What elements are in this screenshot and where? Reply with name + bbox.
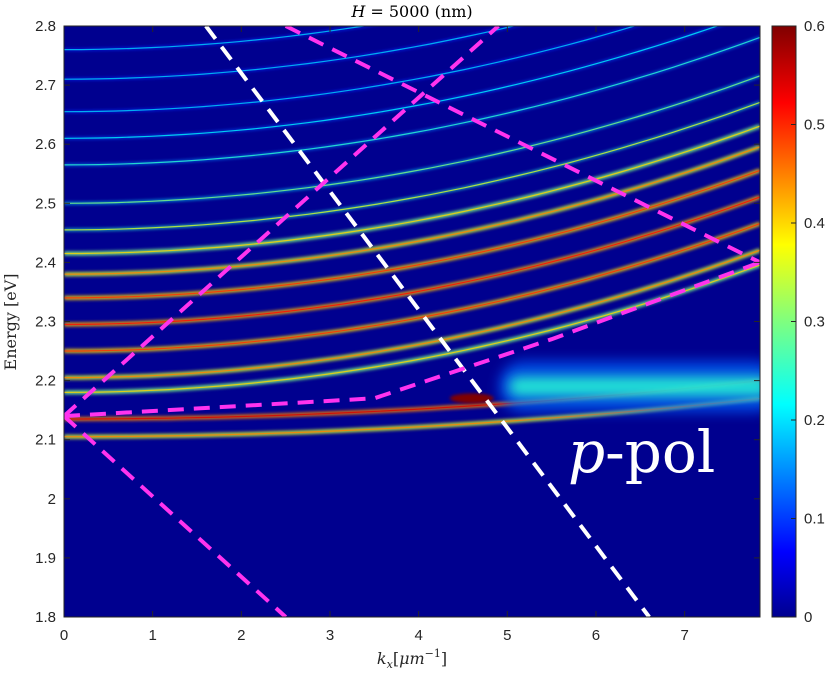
colorbar-tick-label: 0.3	[804, 314, 825, 331]
mode-band-core-15	[64, 26, 368, 51]
x-tick-label: 4	[414, 627, 422, 644]
colorbar-tick-label: 0	[804, 609, 812, 626]
magenta-line-top	[284, 26, 760, 265]
y-tick-label: 2.8	[35, 18, 56, 35]
x-tick-label: 0	[60, 627, 68, 644]
magenta-line-up	[64, 26, 500, 418]
x-tick-label: 2	[237, 627, 245, 644]
y-tick-label: 2.5	[35, 195, 56, 212]
plasmon-band	[508, 376, 760, 397]
bands-layer	[64, 26, 760, 439]
features-layer	[449, 360, 760, 413]
y-axis-ticks: 1.8 1.9 2 2.1 2.2 2.3 2.4 2.5 2.6 2.7 2.8	[35, 18, 760, 626]
mode-band-core-13	[64, 26, 637, 113]
mode-band-core-14	[64, 26, 517, 80]
colorbar-tick-label: 0.2	[804, 412, 825, 429]
mode-band-core-5	[64, 196, 760, 326]
y-axis-label: Energy [eV]	[1, 274, 20, 371]
guides-layer	[64, 26, 760, 617]
plot-area	[64, 26, 760, 617]
y-tick-label: 2.2	[35, 373, 56, 390]
colorbar-tick-label: 0.5	[804, 117, 825, 134]
mode-band-core-4	[64, 223, 760, 352]
mode-band-core-2	[64, 264, 760, 393]
mode-band-core-11	[64, 36, 760, 166]
x-tick-label: 6	[592, 627, 600, 644]
magenta-line-down	[64, 414, 288, 617]
colorbar-tick-label: 0.4	[804, 215, 825, 232]
bright-spot	[449, 393, 494, 404]
colorbar-tick-label: 0.1	[804, 511, 825, 528]
x-tick-label: 7	[680, 627, 688, 644]
x-axis-ticks: 0 1 2 3 4 5 6 7	[60, 26, 689, 644]
mode-band-core-9	[64, 101, 760, 231]
colorbar-tick-label: 0.6	[804, 18, 825, 35]
mode-band-core-3	[64, 249, 760, 379]
x-tick-label: 5	[503, 627, 511, 644]
y-tick-label: 2.7	[35, 77, 56, 94]
mode-band-core-6	[64, 169, 760, 299]
mode-band-core-8	[64, 125, 760, 255]
y-tick-label: 2	[48, 491, 56, 508]
colorbar-ticks: 0 0.1 0.2 0.3 0.4 0.5 0.6	[791, 18, 825, 626]
light-line	[204, 26, 651, 617]
y-tick-label: 2.1	[35, 432, 56, 449]
x-tick-label: 1	[148, 627, 156, 644]
mode-band-core-12	[64, 26, 720, 139]
y-tick-label: 1.9	[35, 550, 56, 567]
y-tick-label: 2.4	[35, 254, 56, 271]
chart-title: H = 5000 (nm)	[350, 2, 472, 21]
mode-band-core-7	[64, 146, 760, 275]
polarization-annotation: p-pol	[568, 418, 715, 486]
y-tick-label: 2.3	[35, 314, 56, 331]
x-axis-label: kx[μm−1]	[377, 647, 447, 671]
x-tick-label: 3	[326, 627, 334, 644]
mode-band-core-10	[64, 75, 760, 204]
y-tick-label: 1.8	[35, 609, 56, 626]
magenta-line-mid	[64, 260, 760, 419]
y-tick-label: 2.6	[35, 136, 56, 153]
